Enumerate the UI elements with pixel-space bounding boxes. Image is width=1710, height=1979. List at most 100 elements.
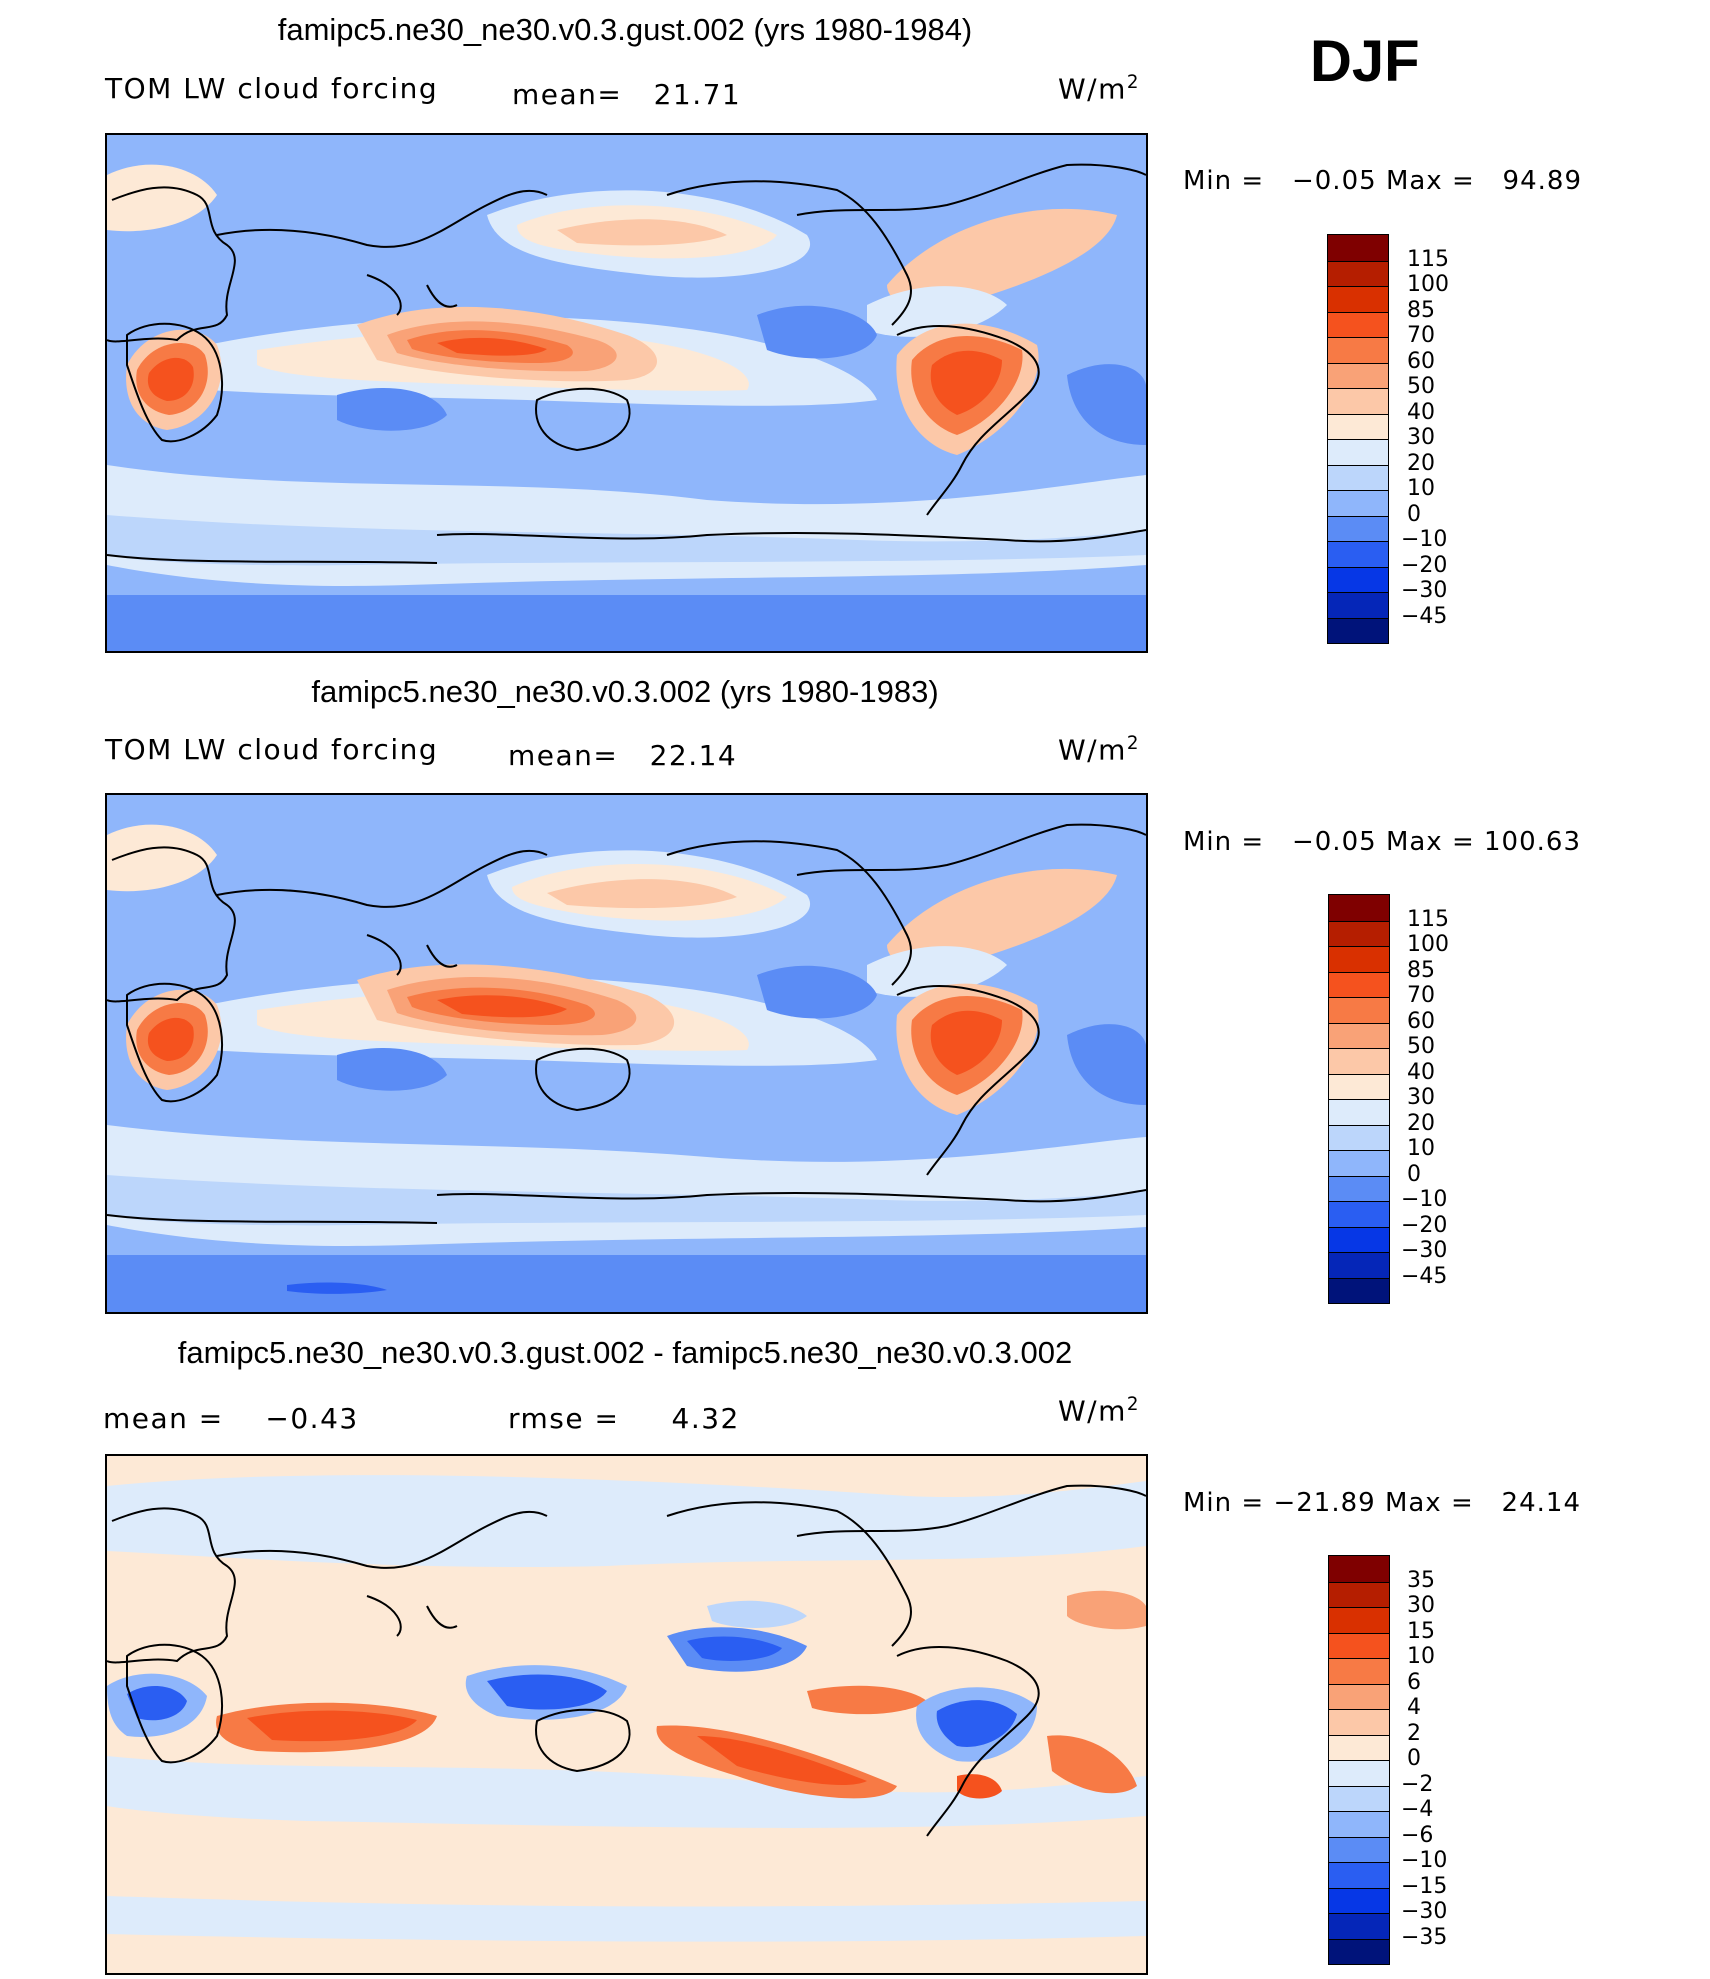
panel2-se-pac-dark — [337, 1047, 447, 1091]
colorbar-tick-label: 6 — [1407, 1669, 1421, 1695]
colorbar-cell — [1328, 617, 1388, 643]
panel2-minmax: Min = −0.05 Max = 100.63 — [1183, 827, 1581, 857]
panel3-light-blue-ant — [107, 1896, 1146, 1942]
colorbar-tick-label: 10 — [1407, 476, 1435, 501]
colorbar-cell — [1329, 1887, 1389, 1913]
colorbar-tick-label: 50 — [1407, 374, 1435, 399]
panel1-map — [105, 133, 1148, 653]
panel3-na-blue — [707, 1600, 807, 1628]
colorbar-cell — [1329, 1607, 1389, 1633]
panel1-units: W/m2 — [1058, 72, 1140, 105]
colorbar-tick-label: 85 — [1407, 297, 1435, 323]
colorbar-cell — [1329, 1150, 1389, 1176]
colorbar-tick-label: −30 — [1401, 1238, 1448, 1263]
colorbar-cell — [1329, 1581, 1389, 1607]
panel3-min-label: Min = — [1183, 1488, 1265, 1518]
colorbar-tick-label: 70 — [1407, 983, 1435, 1008]
panel2-sam-85 — [930, 1010, 1002, 1075]
panel3-mean: mean = −0.43 — [103, 1402, 359, 1435]
colorbar-tick-label: 30 — [1407, 1085, 1435, 1110]
colorbar-tick-label: 40 — [1407, 1059, 1435, 1085]
colorbar-cell — [1329, 1913, 1389, 1939]
panel2-map — [105, 793, 1148, 1314]
colorbar-tick-label: 115 — [1407, 906, 1449, 932]
colorbar-tick-label: −6 — [1401, 1822, 1434, 1848]
panel2-africa-85 — [147, 1017, 194, 1061]
season-label: DJF — [1310, 29, 1420, 94]
colorbar-cell — [1328, 311, 1388, 337]
panel3-wpac-blue-core — [487, 1674, 607, 1710]
colorbar-tick-label: 0 — [1407, 501, 1421, 527]
colorbar-cell — [1328, 362, 1388, 388]
colorbar-cell — [1329, 1862, 1389, 1888]
panel2-title: famipc5.ne30_ne30.v0.3.002 (yrs 1980-198… — [311, 674, 939, 709]
panel2-contour-field — [107, 823, 1146, 1312]
panel3-africa-blue-core — [127, 1685, 187, 1721]
panel1-mean-label: mean= — [512, 78, 623, 111]
colorbar-cell — [1329, 946, 1389, 972]
panel3-map — [105, 1454, 1148, 1975]
panel1-se-pac-dark — [337, 387, 447, 431]
panel3-max-label: Max = — [1384, 1488, 1474, 1518]
colorbar-cell — [1329, 1556, 1389, 1582]
colorbar-cell — [1328, 515, 1388, 541]
colorbar-cell — [1329, 1277, 1389, 1303]
panel1-europe-warm — [107, 164, 217, 232]
colorbar-cell — [1328, 464, 1388, 490]
panel2-antarctic-patch — [287, 1282, 387, 1294]
colorbar-tick-label: −45 — [1401, 603, 1448, 629]
panel1-min-label: Min = — [1183, 166, 1265, 196]
panel2-units-sup: 2 — [1126, 733, 1140, 754]
colorbar-tick-label: −20 — [1401, 1212, 1448, 1238]
panel2-units-text: W/m — [1058, 733, 1127, 767]
panel1-units-sup: 2 — [1126, 72, 1140, 93]
panel3-coastlines — [107, 1484, 1146, 1837]
colorbar-cell — [1329, 920, 1389, 946]
colorbar-cell — [1328, 439, 1388, 465]
colorbar-cell — [1329, 1201, 1389, 1227]
colorbar-cell — [1329, 1785, 1389, 1811]
colorbar-tick-label: −20 — [1401, 552, 1448, 578]
colorbar-cell — [1328, 235, 1388, 261]
panel2-npac-core — [547, 879, 737, 909]
colorbar-cell — [1329, 1811, 1389, 1837]
panel2-coastlines — [107, 823, 1146, 1224]
colorbar-cell — [1329, 1252, 1389, 1278]
panel2-max-value: 100.63 — [1484, 827, 1581, 857]
panel3-title: famipc5.ne30_ne30.v0.3.gust.002 - famipc… — [177, 1335, 1073, 1370]
panel1-epac-dark — [757, 305, 877, 359]
colorbar-tick-label: 30 — [1407, 1593, 1435, 1618]
colorbar-tick-label: 40 — [1407, 399, 1435, 425]
colorbar-cell — [1329, 1073, 1389, 1099]
panel3-units-text: W/m — [1058, 1394, 1127, 1428]
panel2-min-label: Min = — [1183, 827, 1265, 857]
colorbar-tick-label: −30 — [1401, 1899, 1448, 1924]
colorbar-tick-label: 0 — [1407, 1746, 1421, 1771]
colorbar-tick-label: 0 — [1407, 1161, 1421, 1187]
colorbar-cell — [1329, 1175, 1389, 1201]
panel1-colorbar-labels: 115 100 85 70 60 50 40 30 20 10 0 −10 −20 −30 −45 — [1401, 234, 1504, 644]
panel1-natl-warm — [887, 208, 1117, 307]
panel2-variable: TOM LW cloud forcing — [105, 733, 439, 766]
colorbar-tick-label: −15 — [1401, 1873, 1448, 1899]
panel1-title: famipc5.ne30_ne30.v0.3.gust.002 (yrs 198… — [277, 12, 973, 47]
panel3-units: W/m2 — [1058, 1394, 1140, 1427]
panel1-npac-core — [557, 219, 727, 246]
panel3-io-red-core — [247, 1710, 417, 1742]
panel1-mean: mean= 21.71 — [512, 78, 741, 111]
colorbar-cell — [1328, 413, 1388, 439]
colorbar-tick-label: −10 — [1401, 527, 1448, 552]
panel1-units-text: W/m — [1058, 72, 1127, 106]
colorbar-tick-label: 35 — [1407, 1567, 1435, 1593]
panel1-antarctica — [107, 595, 1146, 651]
colorbar-tick-label: 50 — [1407, 1034, 1435, 1059]
colorbar-tick-label: 4 — [1407, 1695, 1421, 1720]
colorbar-cell — [1329, 1938, 1389, 1964]
colorbar-tick-label: 115 — [1407, 246, 1449, 272]
colorbar-tick-label: 15 — [1407, 1618, 1435, 1644]
colorbar-tick-label: −45 — [1401, 1263, 1448, 1289]
panel3-max-value: 24.14 — [1501, 1488, 1581, 1518]
colorbar-cell — [1329, 1658, 1389, 1684]
panel3-minmax: Min = −21.89 Max = 24.14 — [1183, 1488, 1581, 1518]
panel3-colorbar — [1328, 1555, 1390, 1965]
